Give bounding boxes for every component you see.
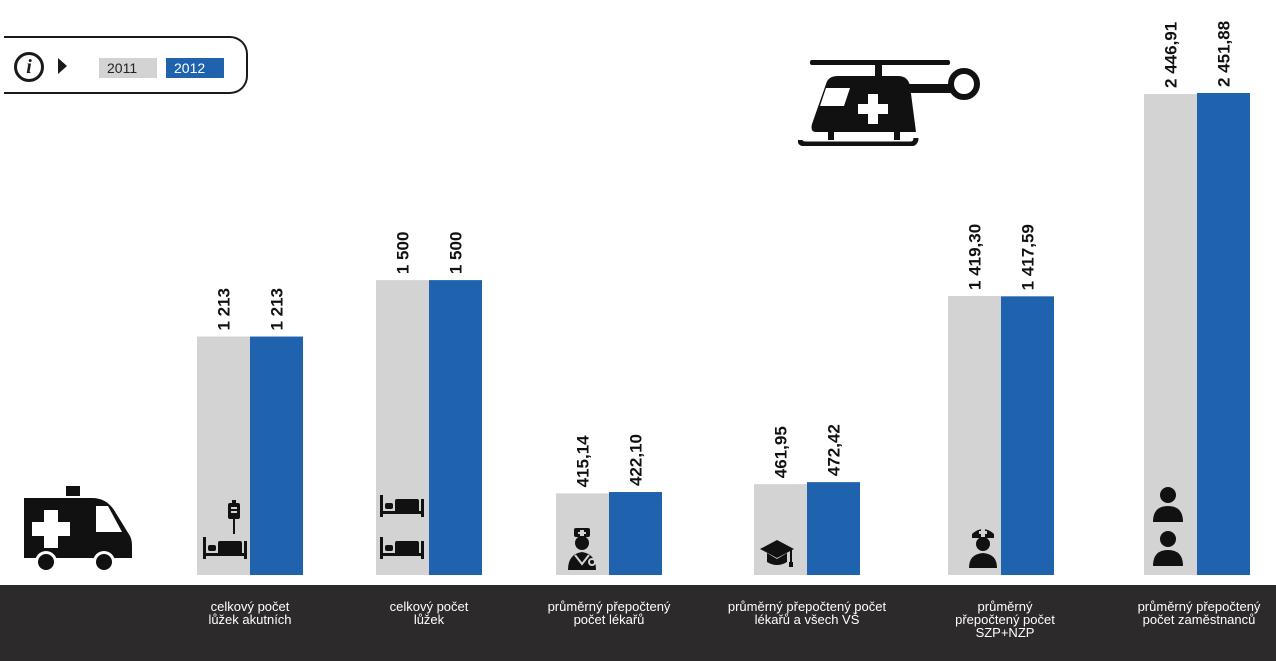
value-label-2011-2: 415,14: [574, 435, 593, 488]
category-label-4: průměrný přepočtený počet SZP+NZP: [955, 599, 1055, 640]
hospital-bed-icon: [380, 537, 424, 559]
bar-2012-2: [609, 492, 662, 575]
bar-2011-0: [197, 336, 250, 575]
value-label-2012-5: 2 451,88: [1215, 21, 1234, 87]
person-icon: [1153, 487, 1183, 522]
play-arrow-icon[interactable]: [58, 58, 67, 74]
bar-2011-1: [376, 280, 429, 575]
legend-item-2011[interactable]: 2011: [99, 58, 157, 78]
doctor-icon: [568, 528, 596, 570]
person-icon: [1153, 531, 1183, 566]
hospital-bed-icon: [203, 537, 247, 559]
value-label-2011-1: 1 500: [394, 232, 413, 275]
bar-chart: 1 213 1 213 1 500 1 500 415,14 422,10 461,95 47…: [197, 21, 1250, 575]
value-label-2011-5: 2 446,91: [1162, 22, 1181, 88]
category-label-1: celkový počet lůžek: [389, 599, 469, 627]
value-label-2012-3: 472,42: [825, 424, 844, 476]
graduate-cap-icon: [760, 540, 794, 567]
value-label-2012-4: 1 417,59: [1019, 224, 1038, 290]
bar-2012-4: [1001, 296, 1054, 575]
info-icon[interactable]: i: [14, 52, 44, 82]
legend-item-2012[interactable]: 2012: [166, 58, 224, 78]
bar-2012-5: [1197, 93, 1250, 575]
legend: i 2011 2012: [4, 36, 248, 94]
helicopter-icon: [798, 60, 980, 146]
ambulance-icon: [24, 486, 132, 573]
bar-2012-1: [429, 280, 482, 575]
iv-bag-icon: [228, 500, 240, 534]
bar-2011-4: [948, 295, 1001, 575]
bar-2012-0: [250, 336, 303, 575]
category-label-0: celkový počet lůžek akutních: [208, 599, 292, 627]
category-label-3: průměrný přepočtený počet lékařů a všech…: [727, 599, 887, 627]
hospital-bed-icon: [380, 495, 424, 517]
value-label-2012-2: 422,10: [627, 434, 646, 486]
category-footer: [0, 585, 1276, 661]
value-label-2011-0: 1 213: [215, 288, 234, 331]
value-label-2012-0: 1 213: [268, 288, 287, 331]
nurse-icon: [969, 529, 997, 568]
value-label-2011-4: 1 419,30: [966, 224, 985, 290]
category-label-2: průměrný přepočtený počet lékařů: [547, 599, 671, 627]
value-label-2011-3: 461,95: [772, 426, 791, 478]
category-label-5: průměrný přepočtený počet zaměstnanců: [1137, 599, 1261, 627]
value-label-2012-1: 1 500: [447, 232, 466, 275]
bar-2012-3: [807, 482, 860, 575]
